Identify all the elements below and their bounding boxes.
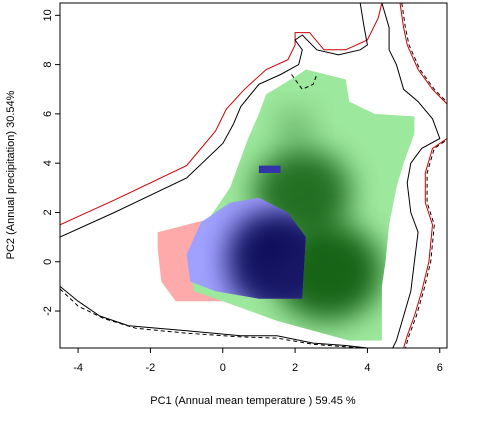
y-tick-label: 4 (42, 160, 54, 166)
density-layer (157, 69, 415, 341)
outline-right-dashed (401, 3, 447, 348)
y-tick-label: 8 (42, 62, 54, 68)
outline-right-red (399, 3, 447, 348)
x-tick-label: -4 (73, 362, 83, 374)
y-tick-label: 6 (42, 111, 54, 117)
outline-right-solid (381, 3, 441, 348)
y-tick-label: -2 (42, 306, 54, 316)
outline-notch-dashed (291, 74, 318, 90)
density-region-blue (186, 197, 306, 299)
x-tick-label: 6 (437, 362, 443, 374)
outline-bottom-solid (60, 286, 368, 348)
x-axis-title: PC1 (Annual mean temperature ) 59.45 % (150, 395, 356, 407)
outline-upper-red (60, 3, 383, 226)
x-axis: -4 -2 0 2 4 6 (73, 348, 443, 374)
outline-bottom-dashed (60, 288, 368, 348)
x-tick-label: 0 (220, 362, 226, 374)
x-tick-label: -2 (146, 362, 156, 374)
x-tick-label: 4 (364, 362, 370, 374)
y-tick-label: 10 (42, 9, 54, 21)
outline-upper-solid (60, 3, 368, 238)
density-peak-blue-2 (232, 215, 293, 270)
x-tick-label: 2 (292, 362, 298, 374)
y-tick-label: 0 (42, 259, 54, 265)
y-axis: -2 0 2 4 6 8 10 (42, 9, 60, 316)
density-peak-green-3 (275, 108, 315, 144)
y-axis-title: PC2 (Annual precipitation) 30.54% (5, 90, 17, 259)
boundary-outlines (60, 3, 447, 348)
plot-frame (59, 2, 448, 349)
y-tick-label: 2 (42, 209, 54, 215)
density-region-green (190, 69, 415, 341)
density-blob-blue-1 (258, 165, 281, 173)
